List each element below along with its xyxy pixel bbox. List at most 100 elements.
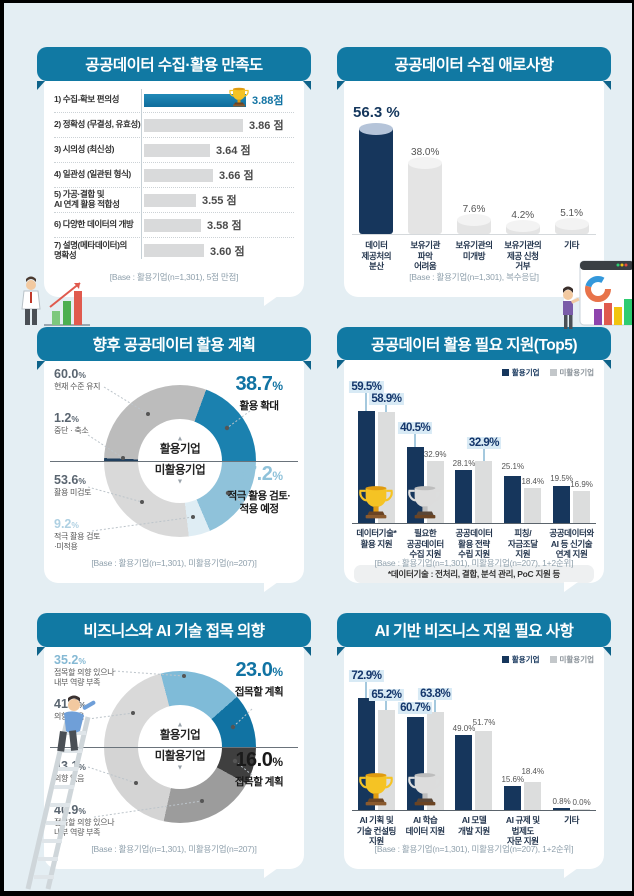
legend-item-utilizing: 활용기업: [501, 654, 540, 665]
bar-utilizing: [553, 486, 571, 524]
category-label: 5) 가공·결합 및 AI 연계 활용 적합성: [54, 189, 120, 209]
bar-group: 72.9% 65.2%: [349, 670, 404, 810]
slice-callout: 37.2% 적극 활용 검토· 적용 예정: [216, 463, 302, 516]
panel-ai-support-needs: AI 기반 비즈니스 지원 필요 사항 활용기업 미활용기업 72.9% 65.2…: [337, 613, 611, 878]
table-row: 6) 다양한 데이터의 개방 3.58 점: [54, 213, 294, 238]
panel-title: 공공데이터 수집·활용 만족도: [85, 57, 263, 74]
table-row: 2) 정확성 (무결성, 유효성) 3.86 점: [54, 113, 294, 138]
bar-utilizing: [553, 808, 571, 810]
value-label: 4.2%: [511, 210, 535, 221]
category-label: AI 모델 개발 지원: [458, 815, 490, 836]
slice-callout: 16.0% 접목할 계획: [216, 749, 302, 789]
infographic-canvas: 공공데이터 수집·활용 만족도 1) 수집-확보 편의성 3.88점 2) 정확성 …: [4, 3, 632, 891]
up-arrow-icon: ▲: [176, 721, 184, 729]
value-label: 38.0%: [411, 147, 440, 158]
bar-utilizing: [504, 786, 522, 810]
table-row: 4) 일관성 (일관된 형식) 3.66 점: [54, 163, 294, 188]
bar-group: 60.7% 63.8%: [398, 671, 453, 810]
difficulties-title-ribbon: 공공데이터 수집 애로사항: [337, 47, 611, 90]
legend-label: 활용기업: [511, 368, 540, 378]
slice-name: 활용 미검토: [54, 488, 92, 497]
legend-label: 미활용기업: [559, 368, 595, 378]
bar-group: 40.5% 32.9%: [398, 384, 450, 524]
slice-callout: 38.7% 활용 확대: [216, 373, 302, 413]
slice-name: 적극 활용 검토 ·미적용: [54, 532, 101, 551]
table-row: 3) 시의성 (최신성) 3.64 점: [54, 138, 294, 163]
base-caption: [Base : 활용기업(n=1,301), 미활용기업(n=207), 1+2…: [374, 843, 574, 854]
category-label: AI 학습 데이터 지원: [405, 815, 445, 836]
value-label: 18.4%: [521, 767, 545, 776]
cylinder-column: 4.2%: [498, 210, 547, 234]
label-leader-line: [385, 405, 388, 413]
bar-group: 0.8% 0.0%: [547, 671, 596, 810]
legend-swatch-navy: [501, 369, 509, 377]
value-label: 3.60 점: [210, 245, 245, 258]
category-label: 1) 수집-확보 편의성: [54, 94, 120, 105]
slice-label: 9.2% 적극 활용 검토 ·미적용: [54, 517, 146, 552]
value-label: 56.3 %: [353, 104, 400, 121]
category-label: 보유기관 파악 어려움: [410, 240, 441, 272]
panel-future-plan: 향후 공공데이터 활용 계획: [37, 327, 311, 592]
slice-name: 중단 · 축소: [54, 426, 89, 435]
base-caption: [Base : 활용기업(n=1,301), 복수응답]: [409, 271, 539, 282]
legend-swatch-gray: [549, 656, 557, 663]
category-label: AI 기획 및 기술 컨설팅 지원: [356, 815, 396, 847]
value-label: 58.9%: [369, 393, 404, 406]
panel-title: 공공데이터 활용 필요 지원(Top5): [371, 336, 577, 354]
slice-percent: 16.0%: [235, 749, 283, 771]
panel-title: 향후 공공데이터 활용 계획: [92, 337, 256, 354]
value-label: 63.8%: [418, 688, 453, 700]
legend-label: 활용기업: [511, 655, 540, 664]
category-label: 필요한 공공데이터 수집 지원: [406, 528, 445, 560]
slice-callout: 23.0% 접목할 계획: [216, 659, 302, 699]
bar-zone: 3.60 점: [142, 243, 294, 259]
slice-percent: 1.2%: [54, 411, 79, 425]
bar-utilizing: [504, 476, 522, 524]
value-label: 16.9%: [570, 480, 593, 490]
panel-ai-intent: 비즈니스와 AI 기술 접목 의향: [37, 613, 311, 878]
panel-title: AI 기반 비즈니스 지원 필요 사항: [374, 623, 574, 640]
percent-sign: %: [272, 469, 283, 483]
man-with-growth-chart-illustration: [21, 276, 90, 326]
base-caption: [Base : 활용기업(n=1,301), 미활용기업(n=207), 1+2…: [374, 557, 574, 568]
percent-sign: %: [272, 379, 283, 393]
cylinder-bar: [554, 218, 589, 234]
category-label: 피칭/ 자금조달 지원: [507, 528, 538, 560]
value-label: 3.55 점: [202, 195, 237, 207]
slice-label: 60.0% 현재 수준 유지: [54, 367, 146, 392]
bar: [144, 218, 201, 232]
future-plan-donut-chart: ▲ 활용기업 미활용기업 ▼ 1.2% 중단 · 축소 60.0% 현재 수준 유지 38.7%…: [44, 359, 304, 555]
legend: 활용기업 미활용기업: [501, 367, 595, 378]
cylinder-column: 7.6%: [450, 204, 499, 234]
needed-support-panel-body: 활용기업 미활용기업 59.5% 58.9% 40.5% 32.9% 28.1% 32.9…: [344, 358, 604, 592]
ai-intent-title-ribbon: 비즈니스와 AI 기술 접목 의향: [37, 613, 311, 656]
value-label: 3.88점: [252, 95, 284, 107]
percent-sign: %: [78, 656, 86, 666]
bar-non-utilizing: [573, 809, 591, 810]
center-label-non-utilizing: 미활용기업: [154, 750, 206, 763]
category-label: 데이터 제공처의 분산: [361, 240, 392, 272]
value-label: 32.9%: [466, 437, 502, 450]
category-label: 6) 다양한 데이터의 개방: [54, 219, 134, 230]
legend-swatch-gray: [549, 369, 557, 377]
grouped-bar-chart: 72.9% 65.2% 60.7% 63.8% 49.0% 51.7% 15.6% 18.4%…: [349, 670, 596, 811]
bar-zone: 3.58 점: [142, 217, 294, 233]
category-label: 보유기관의 미개방: [455, 240, 493, 261]
label-leader-line: [414, 434, 417, 448]
legend-swatch-navy: [501, 656, 509, 663]
value-label: 28.1%: [452, 459, 476, 469]
satisfaction-bar-chart: 1) 수집-확보 편의성 3.88점 2) 정확성 (무결성, 유효성) 3.86 점…: [44, 79, 304, 263]
trophy-gold-icon: [359, 486, 394, 519]
slice-name: 적극 활용 검토· 적용 예정: [227, 490, 291, 516]
cylinder-bar: [505, 220, 540, 234]
center-label-utilizing: 활용기업: [159, 443, 201, 456]
bar-group: 28.1% 32.9%: [450, 384, 502, 524]
value-label: 32.9%: [423, 450, 447, 460]
bar-zone: 3.86 점: [142, 117, 294, 133]
down-arrow-icon: ▼: [176, 478, 184, 486]
slice-label: 35.2% 접목할 의향 있으나 내부 역량 부족: [54, 653, 146, 688]
panel-difficulties: 공공데이터 수집 애로사항 56.3 % 38.0% 7.6% 4.2% 5.1% 데이…: [337, 47, 611, 306]
satisfaction-title-ribbon: 공공데이터 수집·활용 만족도: [37, 47, 311, 90]
bar-group: 59.5% 58.9%: [349, 381, 404, 524]
bar-non-utilizing: [524, 782, 542, 810]
